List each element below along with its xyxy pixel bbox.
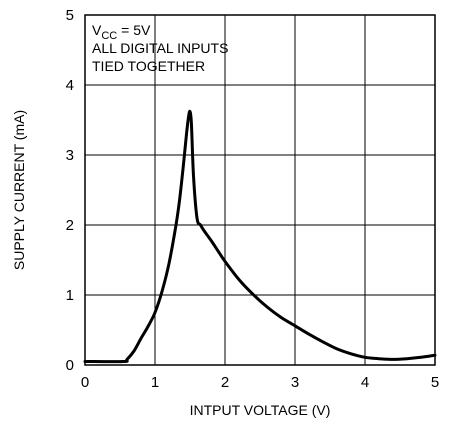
grid — [85, 15, 435, 365]
y-axis-title: SUPPLY CURRENT (mA) — [11, 110, 27, 270]
y-tick-label-2: 2 — [66, 217, 74, 234]
x-tick-label-3: 3 — [291, 374, 299, 391]
annotation-vcc: VCC = 5V — [92, 22, 151, 42]
series-line-supply-current — [83, 109, 437, 364]
x-tick-label-2: 2 — [221, 374, 229, 391]
x-axis-title: INTPUT VOLTAGE (V) — [190, 402, 331, 418]
plot-area-frame — [84, 14, 436, 366]
annotation-tied-together: TIED TOGETHER — [92, 58, 205, 74]
y-tick-label-4: 4 — [66, 77, 74, 94]
x-tick-label-4: 4 — [361, 374, 369, 391]
y-tick-label-3: 3 — [66, 147, 74, 164]
annotation-all-digital-inputs: ALL DIGITAL INPUTS — [92, 40, 228, 56]
y-tick-label-0: 0 — [66, 357, 74, 374]
x-tick-label-5: 5 — [431, 374, 439, 391]
x-axis-ticks: 0 1 2 3 4 5 — [81, 374, 439, 391]
y-tick-label-1: 1 — [66, 287, 74, 304]
y-axis-ticks: 0 1 2 3 4 5 — [66, 7, 74, 374]
x-tick-label-0: 0 — [81, 374, 89, 391]
x-tick-label-1: 1 — [151, 374, 159, 391]
y-tick-label-5: 5 — [66, 7, 74, 24]
